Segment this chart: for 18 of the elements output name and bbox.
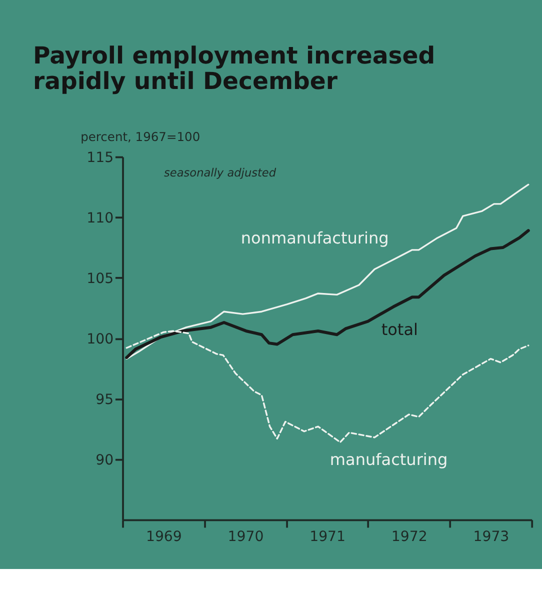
line-series [125, 229, 530, 360]
y-tick-label: 115 [86, 150, 114, 166]
series-label: nonmanufacturing [240, 228, 389, 248]
y-tick-label: 105 [86, 270, 114, 287]
series-label: total [381, 320, 418, 339]
chart-title: Payroll employment increased rapidly until December [32, 41, 436, 95]
x-tick-label: 1972 [391, 528, 428, 545]
x-tick-label: 1973 [473, 528, 510, 545]
annotation: seasonally adjusted [164, 166, 277, 180]
series-label: manufacturing [330, 450, 448, 470]
x-tick-label: 1971 [310, 528, 346, 545]
x-tick-label: 1969 [146, 528, 182, 545]
y-axis-title: percent, 1967=100 [80, 130, 200, 144]
y-tick-label: 100 [86, 331, 114, 348]
y-tick-label: 90 [96, 452, 114, 468]
y-tick-label: 110 [86, 210, 114, 226]
y-tick-label: 95 [96, 392, 114, 408]
x-tick-label: 1970 [228, 528, 264, 545]
